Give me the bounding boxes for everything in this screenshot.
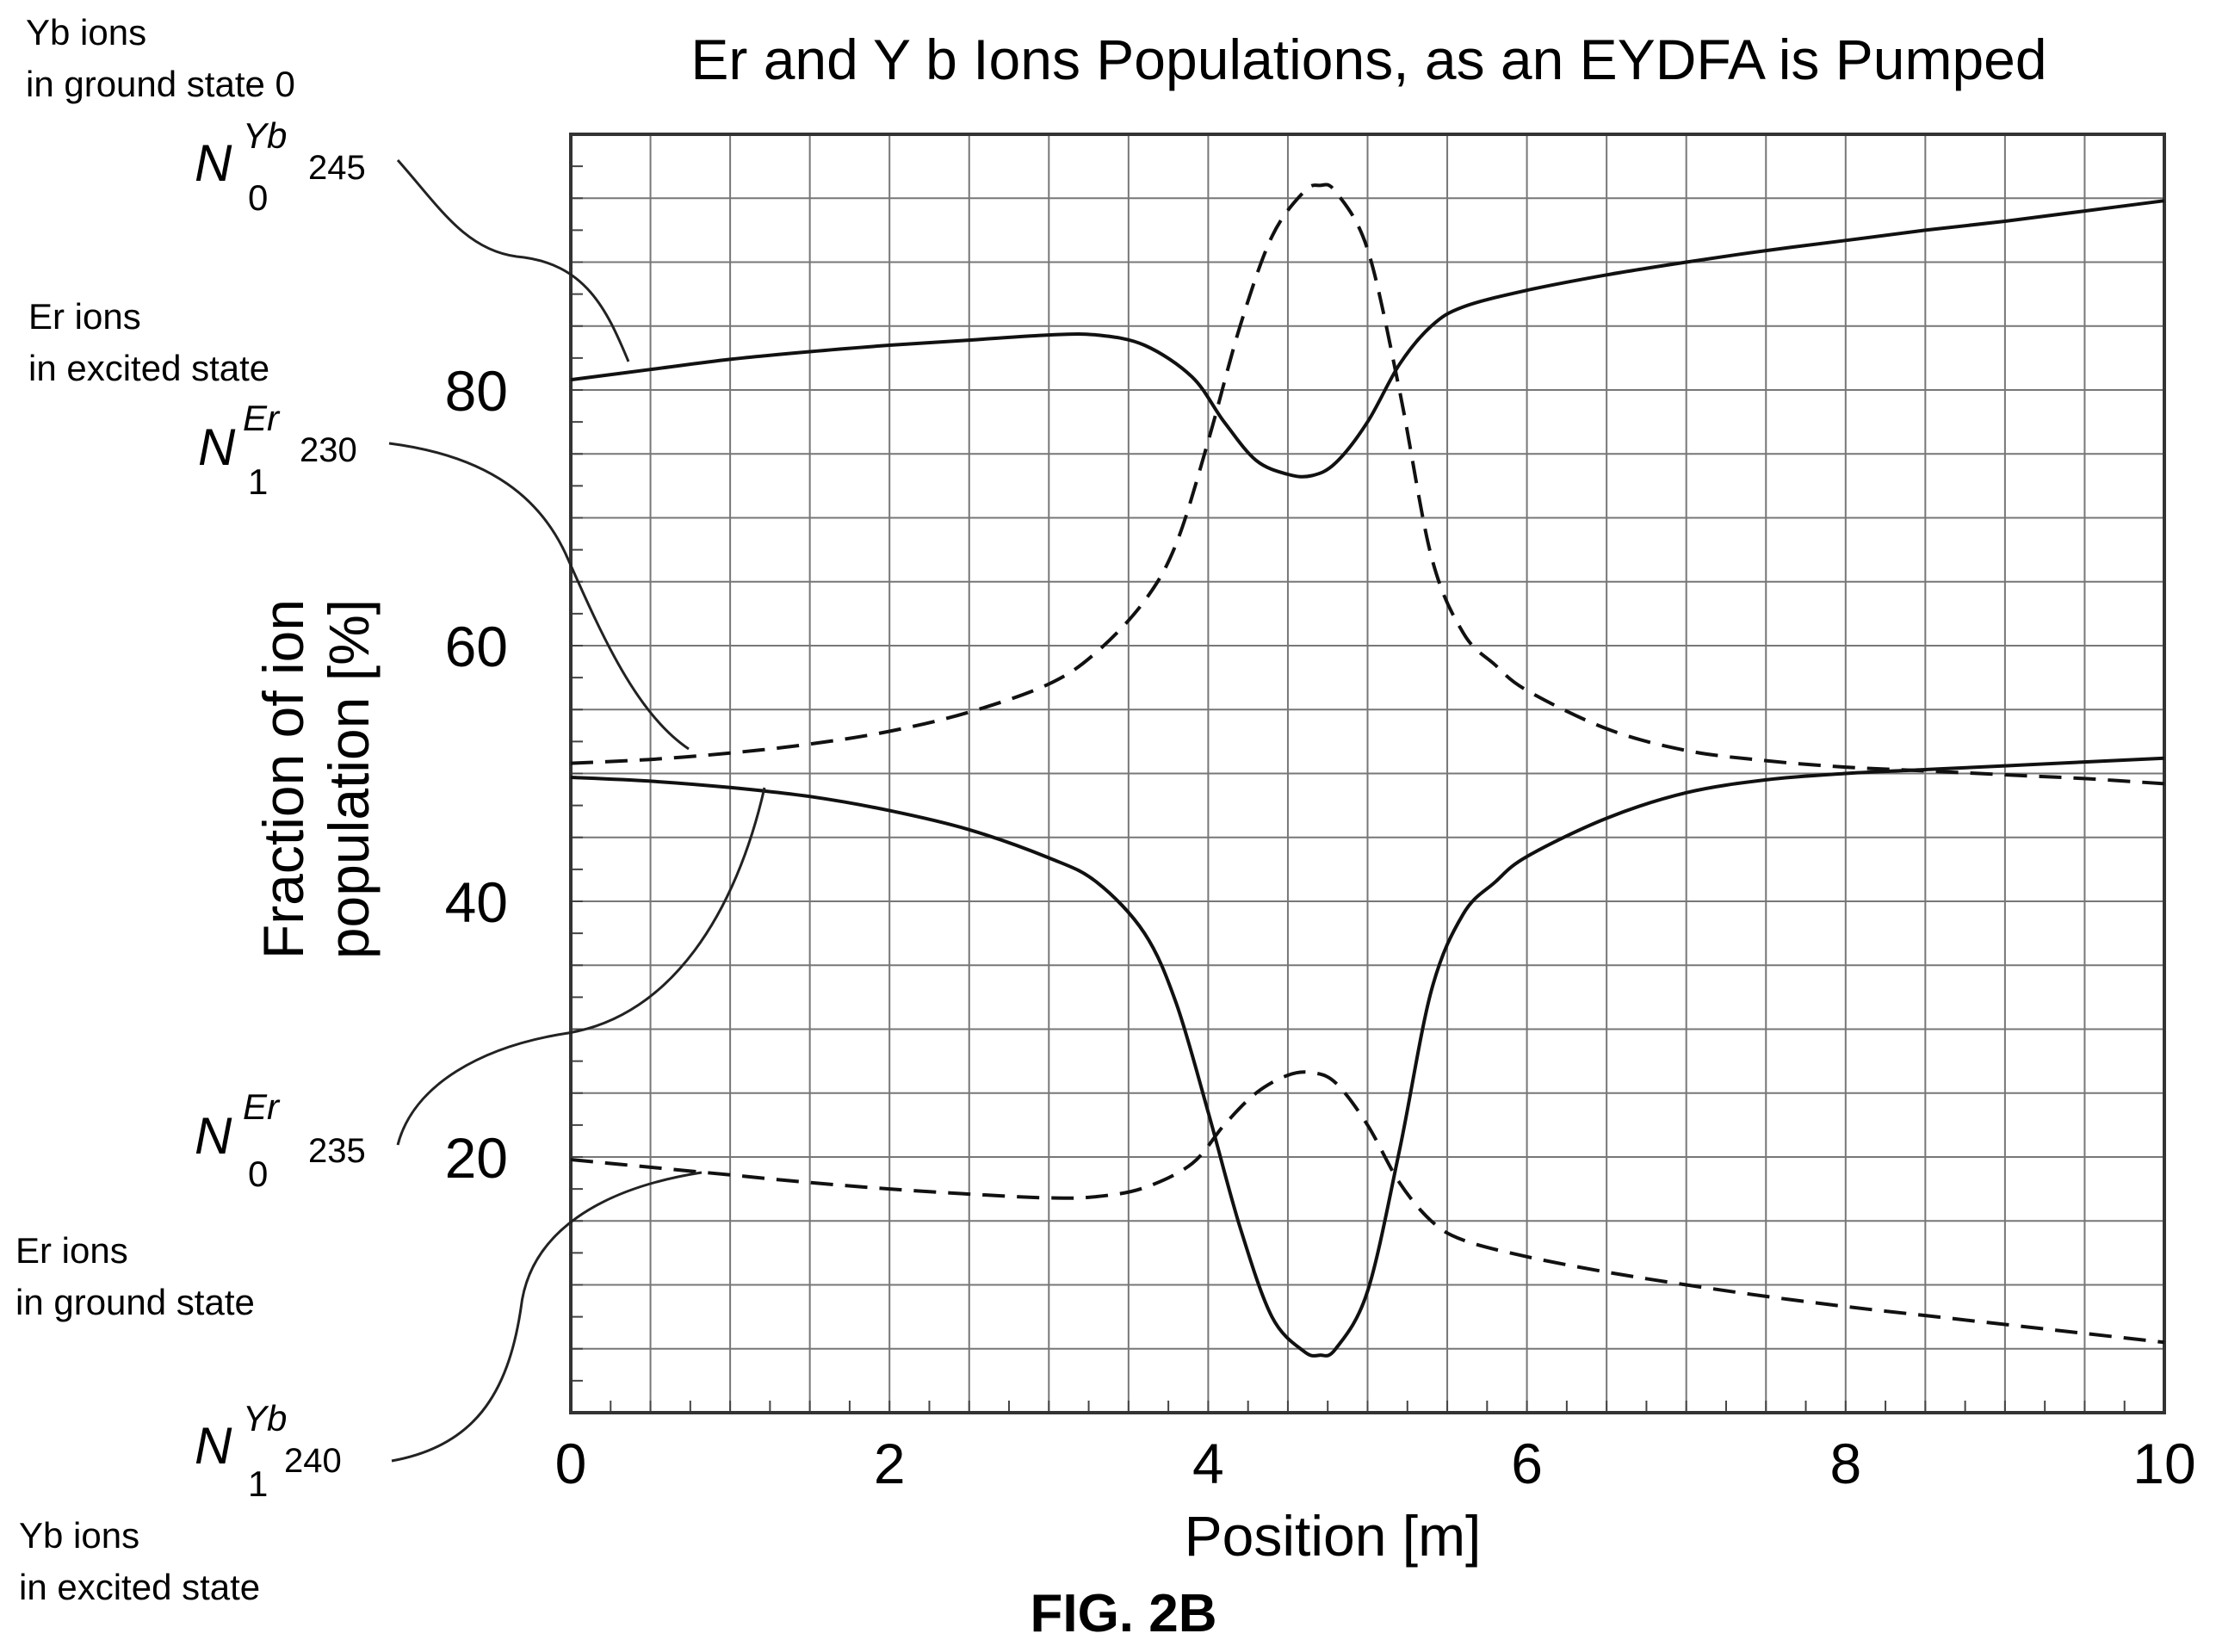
yb-ground-symbol-superscript: Yb [243,115,287,156]
series-line-er-ground [570,756,2165,1358]
y-axis-label-line2: population [%] [317,599,381,959]
yb-ground-reference-number: 245 [308,149,366,187]
x-tick-label: 2 [874,1432,906,1495]
x-tick-label: 0 [555,1432,587,1495]
er-excited-symbol-superscript: Er [243,398,281,438]
er-excited-reference-number: 230 [300,431,357,469]
yb-ground-description-line2: in ground state 0 [26,64,295,104]
yb-excited-description-line1: Yb ions [19,1515,139,1556]
er-ground-symbol: N [195,1107,232,1165]
yb-excited-description-line2: in excited state [19,1567,260,1607]
yb-ground-symbol: N [195,134,232,192]
y-tick-label: 40 [445,870,508,934]
x-tick-label: 10 [2132,1432,2195,1495]
er-excited-symbol: N [198,418,236,476]
chart-title: Er and Y b Ions Populations, as an EYDFA… [690,28,2046,91]
y-tick-label: 60 [445,615,508,678]
y-tick-label: 80 [445,359,508,423]
y-axis-label-line1: Fraction of ion [251,599,315,959]
er-excited-description-line1: Er ions [28,296,141,337]
er-excited-symbol-subscript: 1 [248,461,268,502]
tick-labels: 0 2 4 6 8 10 20 40 60 80 [445,359,2196,1495]
yb-ground-leader-line [396,159,630,362]
yb-excited-symbol-superscript: Yb [243,1398,287,1439]
series-line-er-excited [570,183,2165,786]
er-ground-description-line1: Er ions [15,1230,128,1271]
plot-frame [569,133,2166,1414]
er-ground-symbol-subscript: 0 [248,1154,268,1194]
x-tick-label: 4 [1192,1432,1224,1495]
x-tick-label: 8 [1829,1432,1861,1495]
x-axis-label: Position [m] [1185,1504,1482,1568]
y-tick-label: 20 [445,1126,508,1190]
figure-caption: FIG. 2B [1030,1584,1216,1643]
er-excited-description-line2: in excited state [28,348,269,388]
grid [570,133,2165,1414]
yb-excited-symbol-subscript: 1 [248,1463,268,1504]
er-ground-leader-line [396,787,766,1146]
er-ground-reference-number: 235 [308,1132,366,1170]
yb-excited-symbol: N [195,1417,232,1475]
series-line-yb-ground [570,199,2165,479]
series-layer [570,183,2165,1358]
yb-excited-leader-line [391,1171,703,1463]
yb-ground-symbol-subscript: 0 [248,177,268,218]
er-ground-symbol-superscript: Er [243,1086,281,1127]
series-line-yb-excited [570,1070,2165,1345]
yb-ground-description-line1: Yb ions [26,12,146,53]
er-ground-description-line2: in ground state [15,1282,255,1322]
x-tick-label: 6 [1511,1432,1543,1495]
yb-excited-reference-number: 240 [284,1442,342,1480]
er-excited-leader-line [388,442,690,751]
